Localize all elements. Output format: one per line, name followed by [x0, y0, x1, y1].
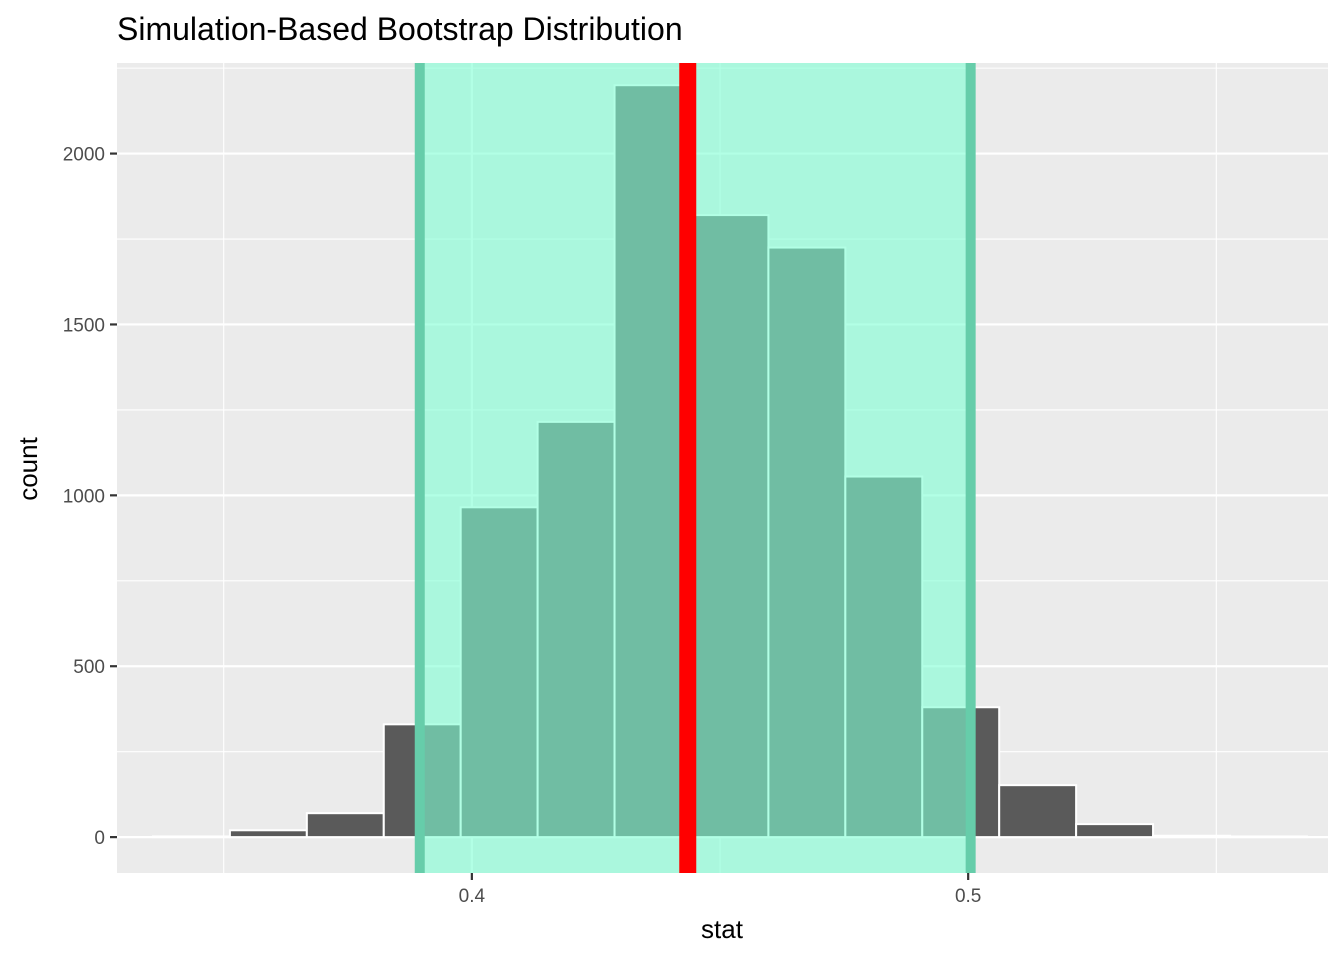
y-axis: 0 500 1000 1500 2000 — [63, 145, 117, 849]
histogram-bar — [998, 784, 1078, 839]
histogram-bar — [1075, 823, 1155, 839]
histogram-bar — [151, 835, 231, 839]
y-tick-label: 2000 — [63, 145, 105, 166]
histogram-bar — [305, 812, 385, 839]
chart-title: Simulation-Based Bootstrap Distribution — [117, 11, 683, 47]
x-axis-title: stat — [701, 914, 744, 944]
y-tick-label: 1500 — [63, 315, 105, 336]
y-tick-label: 1000 — [63, 486, 105, 507]
x-axis: 0.4 0.5 — [459, 873, 981, 907]
y-tick-label: 500 — [73, 657, 105, 678]
x-tick-label: 0.5 — [955, 886, 981, 907]
x-tick-label: 0.4 — [459, 886, 486, 907]
y-tick-label: 0 — [94, 828, 105, 849]
histogram-bar — [1152, 834, 1231, 839]
histogram-bar — [228, 829, 308, 839]
histogram-bar — [1228, 835, 1308, 839]
y-axis-title: count — [13, 436, 43, 500]
